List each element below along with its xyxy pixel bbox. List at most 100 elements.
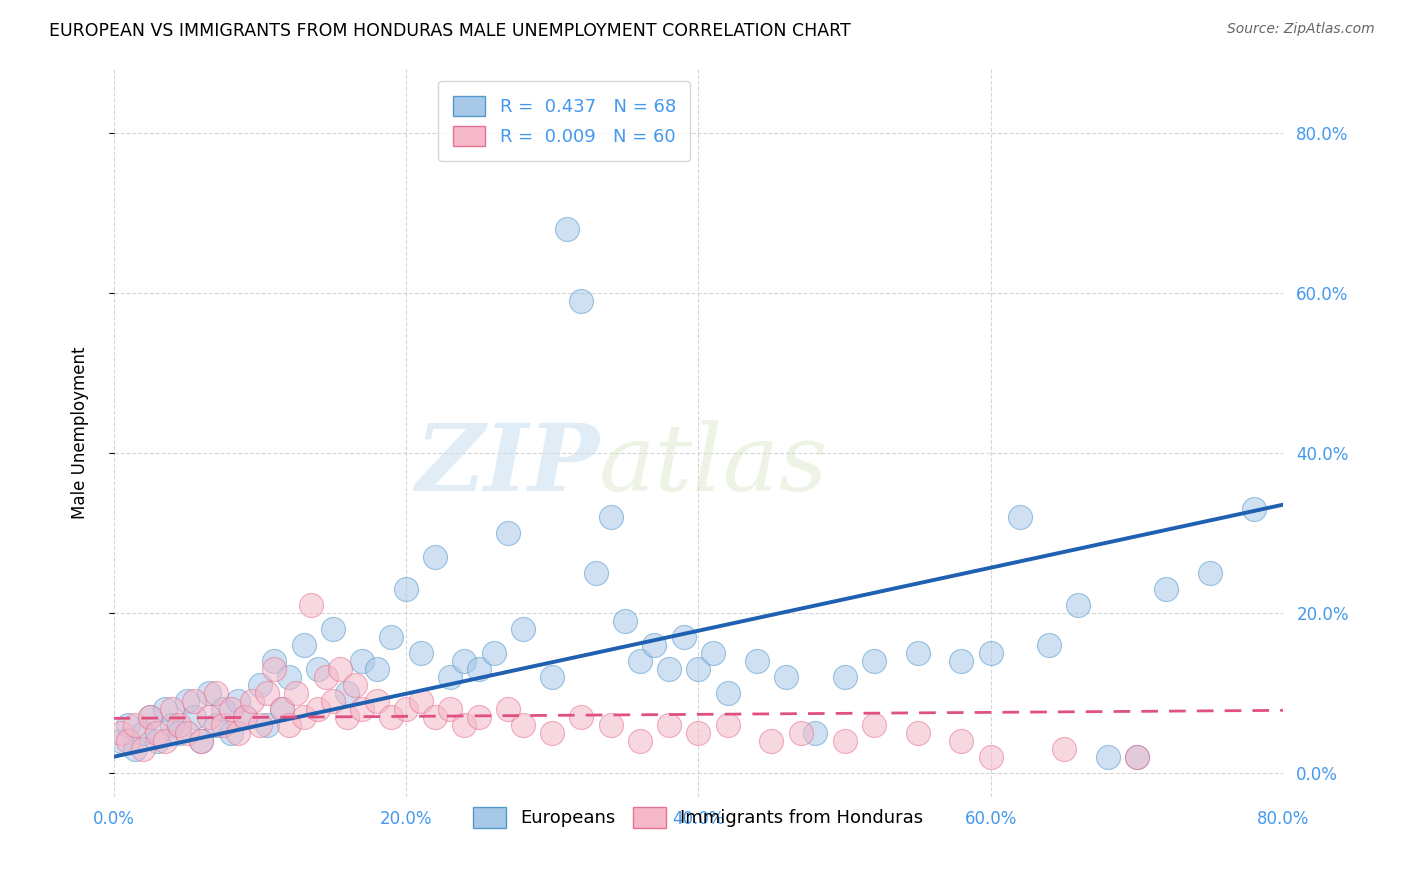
Point xyxy=(336,686,359,700)
Point xyxy=(1126,749,1149,764)
Point xyxy=(425,549,447,564)
Point xyxy=(1126,749,1149,764)
Point xyxy=(599,718,621,732)
Point xyxy=(395,702,418,716)
Point xyxy=(352,654,374,668)
Point xyxy=(176,694,198,708)
Point xyxy=(366,662,388,676)
Point xyxy=(292,710,315,724)
Point xyxy=(482,646,505,660)
Point xyxy=(643,638,665,652)
Point xyxy=(242,694,264,708)
Point xyxy=(263,654,285,668)
Point xyxy=(439,702,461,716)
Point xyxy=(146,733,169,747)
Point xyxy=(1199,566,1222,580)
Point xyxy=(278,670,301,684)
Point xyxy=(716,718,738,732)
Point xyxy=(124,718,146,732)
Point xyxy=(233,710,256,724)
Point xyxy=(117,733,139,747)
Point xyxy=(862,718,884,732)
Point xyxy=(658,718,681,732)
Point xyxy=(336,710,359,724)
Point xyxy=(1038,638,1060,652)
Point xyxy=(702,646,724,660)
Point xyxy=(498,702,520,716)
Point xyxy=(716,686,738,700)
Point xyxy=(197,686,219,700)
Point xyxy=(212,702,235,716)
Point xyxy=(950,654,973,668)
Point xyxy=(555,221,578,235)
Point xyxy=(541,725,564,739)
Point xyxy=(256,686,278,700)
Point xyxy=(585,566,607,580)
Point xyxy=(146,725,169,739)
Point xyxy=(322,694,344,708)
Point xyxy=(425,710,447,724)
Point xyxy=(176,725,198,739)
Point xyxy=(249,718,271,732)
Point xyxy=(834,670,856,684)
Point xyxy=(453,654,475,668)
Point xyxy=(322,622,344,636)
Point xyxy=(197,710,219,724)
Point xyxy=(307,702,329,716)
Point xyxy=(380,710,402,724)
Point xyxy=(299,598,322,612)
Point xyxy=(124,741,146,756)
Point xyxy=(205,686,228,700)
Point xyxy=(183,694,205,708)
Point xyxy=(292,638,315,652)
Point xyxy=(285,686,308,700)
Point xyxy=(270,702,292,716)
Point xyxy=(307,662,329,676)
Point xyxy=(980,646,1002,660)
Point xyxy=(205,718,228,732)
Point xyxy=(219,702,242,716)
Point xyxy=(169,718,191,732)
Point xyxy=(153,733,176,747)
Point xyxy=(219,725,242,739)
Point xyxy=(110,725,132,739)
Point xyxy=(789,725,811,739)
Point xyxy=(160,702,183,716)
Point xyxy=(190,733,212,747)
Point xyxy=(950,733,973,747)
Point xyxy=(409,646,432,660)
Legend: Europeans, Immigrants from Honduras: Europeans, Immigrants from Honduras xyxy=(465,800,931,835)
Point xyxy=(1008,509,1031,524)
Point xyxy=(315,670,337,684)
Point xyxy=(226,694,249,708)
Point xyxy=(110,733,132,747)
Text: Source: ZipAtlas.com: Source: ZipAtlas.com xyxy=(1227,22,1375,37)
Point xyxy=(468,662,491,676)
Point xyxy=(212,718,235,732)
Point xyxy=(688,725,710,739)
Point xyxy=(132,725,155,739)
Point xyxy=(1243,501,1265,516)
Point xyxy=(512,622,534,636)
Point xyxy=(139,710,162,724)
Point xyxy=(775,670,797,684)
Point xyxy=(169,725,191,739)
Point xyxy=(117,718,139,732)
Point xyxy=(132,741,155,756)
Point xyxy=(599,509,621,524)
Point xyxy=(343,678,366,692)
Point xyxy=(366,694,388,708)
Point xyxy=(569,293,592,308)
Point xyxy=(380,630,402,644)
Point xyxy=(907,646,929,660)
Point xyxy=(352,702,374,716)
Point xyxy=(745,654,768,668)
Point xyxy=(541,670,564,684)
Point xyxy=(263,662,285,676)
Point xyxy=(614,614,637,628)
Point xyxy=(569,710,592,724)
Point xyxy=(439,670,461,684)
Point xyxy=(907,725,929,739)
Point xyxy=(1097,749,1119,764)
Point xyxy=(153,702,176,716)
